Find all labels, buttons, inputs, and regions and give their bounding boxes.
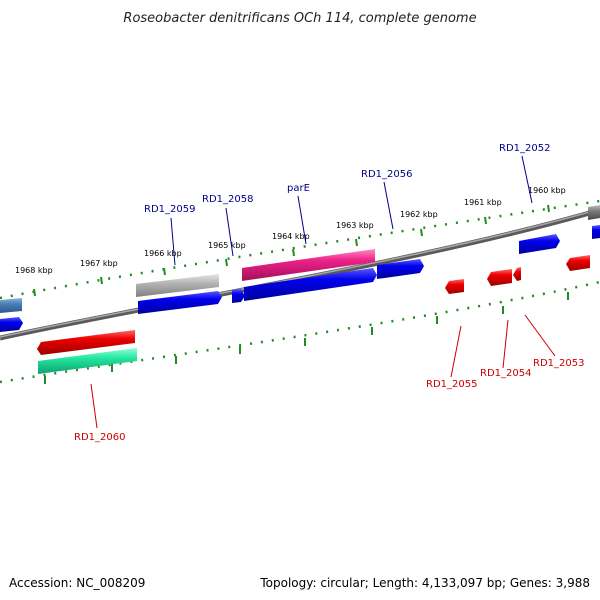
rd1-2053-label: RD1_2053 [533,358,584,369]
gene-darkgrey-edge-right [588,205,600,220]
gene-pink-pare [242,249,375,281]
gene-teal-lower [38,348,137,374]
accession-text: Accession: NC_008209 [9,576,146,590]
rd1-2052-label: RD1_2052 [499,143,550,154]
page-title: Roseobacter denitrificans OCh 114, compl… [123,11,476,26]
gene-blue-pare [244,268,377,301]
gene-blue-rd1-2056 [377,259,424,279]
tick-label: 1962 kbp [400,210,438,219]
gene-red-rd1-2054 [487,269,512,286]
rd1-2055-label: RD1_2055 [426,379,477,390]
gene-red-rd1-2053 [513,267,521,281]
genome-summary-text: Topology: circular; Length: 4,133,097 bp… [260,576,590,590]
gene-blue-edge-left [0,317,23,332]
gene-red-edge-right [566,255,590,271]
gene-blue-rd1-2058 [232,289,245,303]
tick-label: 1960 kbp [528,186,566,195]
tick-label: 1965 kbp [208,241,246,250]
forward-genes [0,205,600,332]
rd1-2060-label: RD1_2060 [74,432,125,443]
upper-major-ticks [33,204,550,297]
gene-steel-edge-left [0,298,22,313]
gene-blue-rd1-2052 [519,234,560,254]
reverse-genes [37,255,590,374]
gene-red-rd1-2060 [37,330,135,355]
tick-label: 1968 kbp [15,266,53,275]
gene-red-rd1-2055 [445,279,464,294]
lower-major-ticks [44,292,569,384]
forward-leaders [170,155,533,266]
rd1-2054-label: RD1_2054 [480,368,531,379]
tick-label: 1966 kbp [144,249,182,258]
gene-blue-rd1-2059 [138,291,222,314]
gene-grey-upper [136,274,219,297]
rd1-2058-label: RD1_2058 [202,194,253,205]
tick-label: 1961 kbp [464,198,502,207]
tick-label: 1964 kbp [272,232,310,241]
reverse-leaders [90,314,556,429]
pare-label: parE [287,183,310,194]
rd1-2056-label: RD1_2056 [361,169,412,180]
tick-label: 1967 kbp [80,259,118,268]
rd1-2059-label: RD1_2059 [144,204,195,215]
tick-label: 1963 kbp [336,221,374,230]
gene-blue-edge-right [592,225,600,239]
